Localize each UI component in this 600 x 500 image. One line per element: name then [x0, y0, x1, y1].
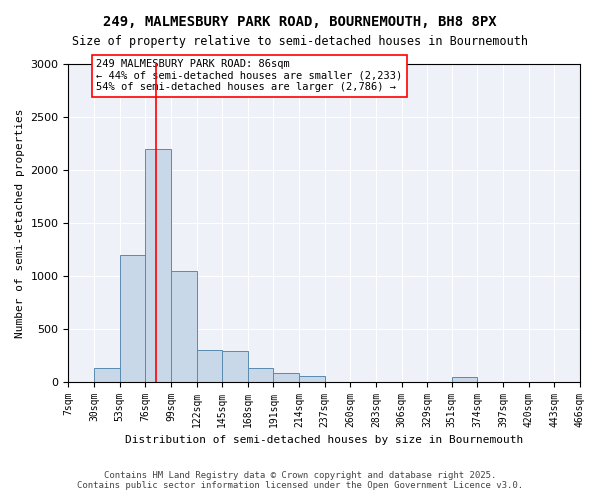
Bar	[452, 378, 478, 382]
Bar	[197, 350, 222, 382]
Bar	[299, 376, 325, 382]
Bar	[119, 254, 145, 382]
Text: 249 MALMESBURY PARK ROAD: 86sqm
← 44% of semi-detached houses are smaller (2,233: 249 MALMESBURY PARK ROAD: 86sqm ← 44% of…	[96, 60, 403, 92]
Bar	[274, 373, 299, 382]
Bar	[145, 148, 171, 382]
Bar	[171, 270, 197, 382]
X-axis label: Distribution of semi-detached houses by size in Bournemouth: Distribution of semi-detached houses by …	[125, 435, 523, 445]
Text: Size of property relative to semi-detached houses in Bournemouth: Size of property relative to semi-detach…	[72, 35, 528, 48]
Text: 249, MALMESBURY PARK ROAD, BOURNEMOUTH, BH8 8PX: 249, MALMESBURY PARK ROAD, BOURNEMOUTH, …	[103, 15, 497, 29]
Text: Contains HM Land Registry data © Crown copyright and database right 2025.
Contai: Contains HM Land Registry data © Crown c…	[77, 470, 523, 490]
Bar	[248, 368, 274, 382]
Bar	[94, 368, 119, 382]
Y-axis label: Number of semi-detached properties: Number of semi-detached properties	[15, 108, 25, 338]
Bar	[222, 351, 248, 382]
